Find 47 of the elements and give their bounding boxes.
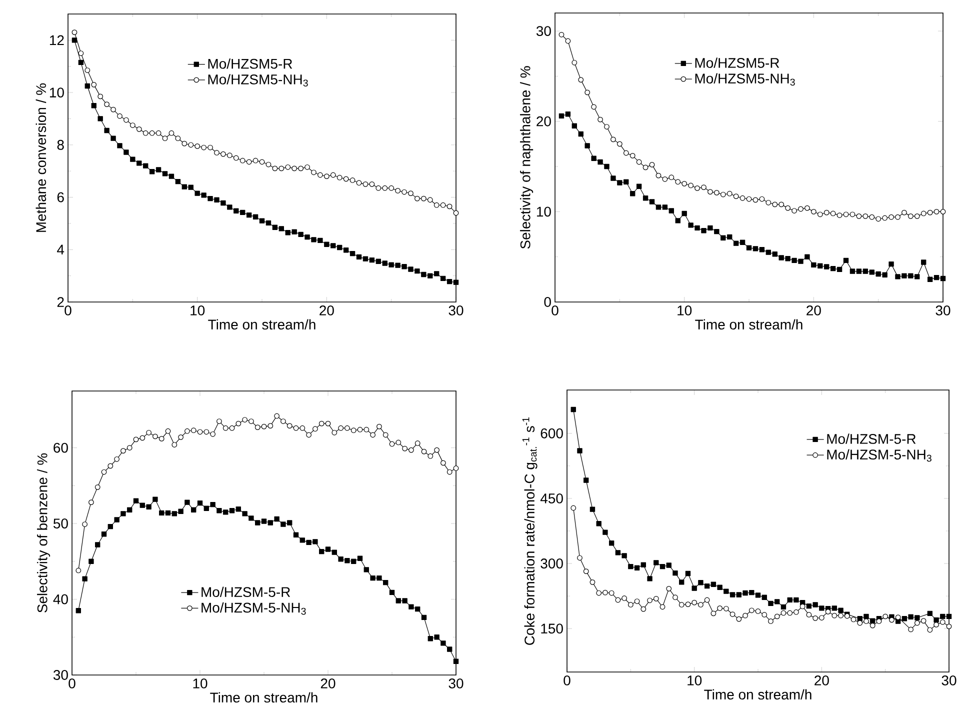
y-tick-label: 0 — [544, 297, 551, 307]
y-tick-label: 60 — [54, 442, 68, 453]
legend-label: Mo/HZSM-5-R — [827, 434, 916, 444]
x-tick-label: 10 — [688, 676, 702, 686]
y-tick-label: 50 — [53, 518, 68, 528]
x-tick-label: 10 — [193, 678, 208, 688]
y-axis-title: Selectivity of benzene / % — [37, 453, 50, 612]
y-tick-label: 10 — [50, 88, 64, 98]
y-tick-label: 450 — [540, 493, 563, 504]
y-tick-label: 20 — [536, 116, 551, 126]
y-tick-label: 6 — [57, 192, 64, 202]
y-tick-label: 12 — [50, 35, 64, 46]
x-tick-label: 10 — [678, 305, 692, 316]
x-tick-label: 0 — [68, 678, 76, 688]
x-tick-label: 30 — [448, 678, 464, 688]
x-tick-label: 30 — [936, 305, 950, 316]
y-tick-label: 30 — [536, 26, 551, 36]
y-tick-label: 4 — [57, 244, 64, 254]
legend-label: Mo/HZSM5-NH$_{3}$ — [208, 74, 308, 86]
x-axis-title: Time on stream/h — [208, 319, 316, 330]
x-tick-label: 20 — [814, 676, 829, 686]
y-tick-label: 8 — [57, 140, 64, 150]
legend-label: Mo/HZSM-5-R — [202, 586, 290, 598]
x-tick-label: 10 — [190, 305, 205, 316]
y-axis-title: Methane conversion / % — [36, 83, 46, 232]
legend-label: Mo/HZSM5-R — [695, 58, 780, 68]
x-tick-label: 20 — [320, 678, 336, 688]
x-axis-title: Time on stream/h — [210, 692, 318, 703]
legend-label: Mo/HZSM-5-NH$_{3}$ — [827, 449, 932, 462]
x-tick-label: 0 — [564, 676, 570, 686]
x-tick-label: 30 — [942, 676, 956, 686]
y-tick-label: 150 — [541, 624, 563, 634]
legend-label: Mo/HZSM5-R — [208, 58, 292, 69]
y-tick-label: 40 — [53, 594, 68, 604]
y-axis-title: Selectivity of naphthalene / % — [520, 66, 534, 249]
x-axis-title: Time on stream/h — [695, 319, 802, 330]
x-tick-label: 30 — [448, 305, 464, 316]
y-tick-label: 300 — [540, 558, 563, 568]
y-axis-title: Coke formation rate/nmol-C g$_{cat.}$$^{-1}$ s$^{-1}$ — [522, 417, 538, 645]
legend-label: Mo/HZSM-5-NH$_{3}$ — [202, 602, 306, 615]
x-axis-title: Time on stream/h — [704, 689, 812, 700]
x-tick-label: 20 — [320, 305, 334, 316]
y-tick-label: 10 — [536, 206, 551, 217]
y-tick-label: 2 — [57, 297, 64, 307]
y-tick-label: 600 — [540, 428, 563, 438]
legend-label: Mo/HZSM5-NH$_{3}$ — [695, 73, 795, 86]
x-tick-label: 20 — [806, 305, 821, 316]
